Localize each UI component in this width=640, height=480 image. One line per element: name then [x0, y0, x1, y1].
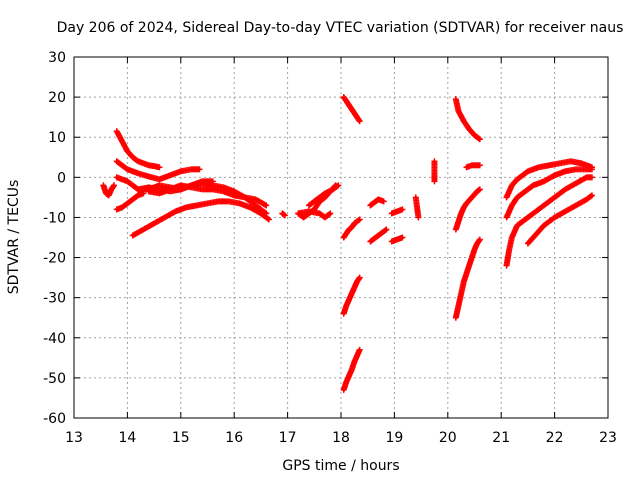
y-tick-label: 0 — [57, 170, 66, 186]
x-tick-label: 21 — [492, 430, 510, 446]
data-point — [475, 135, 482, 142]
series-arc-r — [367, 226, 390, 245]
data-point — [587, 193, 594, 200]
series-arc-a — [100, 182, 118, 199]
data-point — [334, 183, 341, 190]
data-point — [111, 182, 118, 189]
series-arc-h — [145, 182, 270, 209]
series-arc-ad — [524, 192, 595, 247]
x-tick-label: 19 — [385, 430, 403, 446]
data-point — [326, 211, 333, 218]
series-arc-w — [452, 96, 483, 143]
data-point — [415, 214, 422, 221]
x-tick-label: 14 — [118, 430, 136, 446]
data-point — [264, 215, 271, 222]
data-point — [588, 174, 595, 181]
x-tick-label: 16 — [225, 430, 243, 446]
x-tick-label: 22 — [546, 430, 564, 446]
data-point — [399, 234, 406, 241]
data-point — [335, 182, 342, 189]
data-point — [356, 346, 363, 353]
data-point — [476, 236, 483, 243]
series-arc-aa — [503, 158, 595, 201]
x-axis-label: GPS time / hours — [282, 458, 399, 474]
plot-frame — [73, 56, 609, 419]
data-point — [588, 192, 595, 199]
data-point — [476, 162, 483, 169]
series-arc-x — [463, 162, 483, 171]
data-point — [382, 227, 389, 234]
y-tick-label: -20 — [43, 251, 66, 267]
series-arc-ab — [503, 166, 595, 221]
series-arc-v — [431, 158, 438, 185]
data-points — [100, 94, 595, 393]
data-point — [356, 118, 363, 125]
series-arc-c — [113, 158, 203, 183]
series-arc-k — [295, 208, 334, 221]
series-arc-b — [113, 128, 163, 171]
series-arc-i — [279, 210, 288, 219]
y-tick-label: 30 — [48, 50, 66, 66]
data-point — [431, 178, 438, 185]
data-point — [140, 190, 147, 197]
series-arc-s — [388, 206, 406, 217]
y-tick-label: -50 — [43, 371, 66, 387]
series-arc-u — [412, 194, 422, 221]
data-point — [196, 166, 203, 173]
series-arc-t — [388, 234, 406, 245]
series-arc-p — [340, 346, 363, 393]
data-point — [383, 226, 390, 233]
y-tick-label: -60 — [43, 411, 66, 427]
data-point — [356, 274, 363, 281]
data-point — [327, 210, 334, 217]
grid — [74, 57, 608, 418]
series-arc-e — [113, 190, 147, 213]
y-tick-label: -40 — [43, 331, 66, 347]
data-point — [356, 216, 363, 223]
y-tick-label: 10 — [48, 130, 66, 146]
series-arc-z — [452, 236, 483, 321]
data-point — [476, 136, 483, 143]
x-tick-label: 13 — [65, 430, 83, 446]
data-point — [281, 212, 288, 219]
axis-ticks: 13 14 15 16 17 18 19 20 21 22 23 30 20 10 0 -10 -20 -30 -4… — [43, 50, 617, 446]
series-arc-y — [452, 186, 483, 233]
x-tick-label: 23 — [599, 430, 617, 446]
series-arc-ac — [503, 174, 595, 269]
data-point — [476, 186, 483, 193]
chart-title: Day 206 of 2024, Sidereal Day-to-day VTE… — [57, 20, 624, 36]
x-tick-label: 17 — [279, 430, 297, 446]
data-point — [588, 166, 595, 173]
series-arc-o — [340, 274, 363, 317]
series-arc-g — [129, 198, 272, 239]
series-arc-q — [367, 196, 387, 209]
y-tick-label: -10 — [43, 210, 66, 226]
y-tick-label: -30 — [43, 291, 66, 307]
data-point — [156, 164, 163, 171]
series-arc-n — [340, 216, 363, 241]
data-point — [263, 202, 270, 209]
y-tick-label: 20 — [48, 90, 66, 106]
data-point — [265, 216, 272, 223]
x-tick-label: 18 — [332, 430, 350, 446]
series-arc-m — [340, 94, 363, 125]
x-tick-label: 20 — [439, 430, 457, 446]
y-axis-label: SDTVAR / TECUs — [6, 180, 22, 295]
series-arc-l — [305, 182, 342, 209]
data-point — [399, 206, 406, 213]
data-point — [380, 198, 387, 205]
x-tick-label: 15 — [172, 430, 190, 446]
